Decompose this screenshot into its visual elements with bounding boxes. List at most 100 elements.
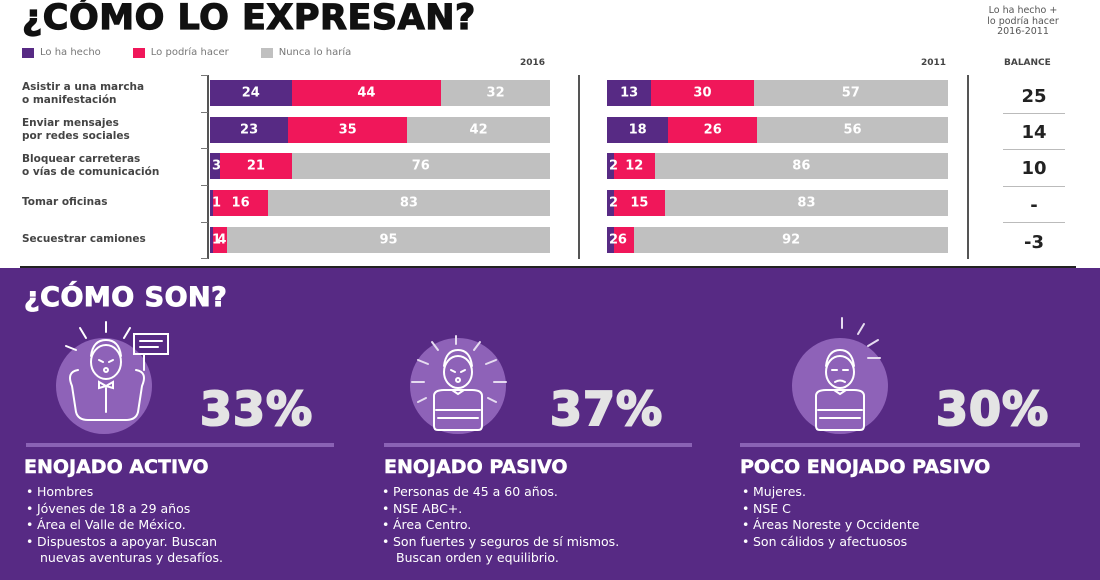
- data-label: 2: [609, 195, 619, 211]
- profile-rule: [740, 443, 1080, 447]
- bar-segment-hecho: 3: [210, 153, 222, 179]
- data-label: 56: [843, 122, 862, 138]
- bar-2011: 2 6 92: [607, 227, 948, 253]
- row-label: Bloquear carreteras o vías de comunicaci…: [22, 153, 159, 179]
- column-header-2016: 2016: [520, 58, 546, 68]
- section-rule: [20, 266, 1076, 268]
- bar-2016: 3 21 76: [210, 153, 550, 179]
- data-label: 1: [212, 195, 222, 211]
- section-title: ¿CÓMO SON?: [23, 282, 228, 314]
- bar-segment-hecho: 2: [607, 190, 618, 216]
- data-label: 44: [357, 85, 376, 101]
- bar-segment-nunca: 86: [654, 153, 948, 179]
- profile-bullet: Áreas Noreste y Occidente: [740, 517, 919, 534]
- bar-segment-podria: 4: [213, 227, 227, 253]
- legend-item: Lo ha hecho: [22, 47, 101, 58]
- bar-segment-nunca: 83: [664, 190, 948, 216]
- bar-segment-podria: 44: [291, 80, 442, 106]
- bar-segment-hecho: 18: [607, 117, 669, 143]
- profile-percent: 30%: [935, 381, 1050, 437]
- bar-segment-hecho: 2: [607, 227, 618, 253]
- axis-tick: [201, 185, 208, 186]
- bar-segment-nunca: 83: [267, 190, 550, 216]
- data-label: 6: [617, 232, 627, 248]
- bar-segment-podria: 26: [668, 117, 758, 143]
- row-label: Tomar oficinas: [22, 196, 107, 209]
- balance-note: Lo ha hecho + lo podría hacer 2016-2011: [968, 5, 1078, 38]
- data-label: 95: [379, 232, 398, 248]
- profile-bullet: Son fuertes y seguros de sí mismos.: [380, 534, 619, 551]
- note-line: 2016-2011: [997, 26, 1049, 37]
- data-label: 42: [469, 122, 488, 138]
- legend-item: Nunca lo haría: [260, 47, 352, 58]
- bar-segment-nunca: 42: [407, 117, 550, 143]
- row-label-line: por redes sociales: [22, 130, 130, 142]
- profile-bullet: NSE ABC+.: [380, 501, 619, 518]
- bar-segment-hecho: 23: [210, 117, 289, 143]
- balance-separator: [1003, 113, 1065, 114]
- left-axis: [207, 75, 209, 259]
- legend-swatch-podria: [132, 47, 145, 58]
- bar-2016: 1 16 83: [210, 190, 550, 216]
- data-label: 15: [630, 195, 649, 211]
- balance-value: 25: [1021, 86, 1047, 107]
- profile-percent: 37%: [549, 381, 664, 437]
- bar-segment-podria: 21: [220, 153, 292, 179]
- row-label: Asistir a una marcha o manifestación: [22, 81, 144, 107]
- legend-swatch-hecho: [22, 47, 34, 58]
- profile-bullet: Son cálidos y afectuosos: [740, 534, 919, 551]
- annoyed-man-arms-crossed-icon: [780, 316, 910, 436]
- row-label-line: Enviar mensajes: [22, 117, 119, 129]
- profile-bullet-continued: nuevas aventuras y desafíos.: [40, 550, 224, 565]
- profile-bullet: NSE C: [740, 501, 919, 518]
- bar-2016: 23 35 42: [210, 117, 550, 143]
- data-label: 23: [240, 122, 259, 138]
- balance-separator: [1003, 222, 1065, 223]
- bar-segment-nunca: 32: [441, 80, 550, 106]
- profile-card: 30% POCO ENOJADO PASIVO Mujeres. NSE C Á…: [730, 268, 1090, 580]
- bar-segment-podria: 15: [613, 190, 665, 216]
- angry-man-arms-crossed-icon: [398, 316, 528, 436]
- balance-divider: [967, 75, 969, 259]
- profile-bullets: Mujeres. NSE C Áreas Noreste y Occidente…: [740, 484, 919, 550]
- bar-segment-nunca: 76: [291, 153, 550, 179]
- data-label: 92: [782, 232, 801, 248]
- balance-value: 10: [1021, 158, 1047, 179]
- profile-name: ENOJADO PASIVO: [384, 456, 568, 479]
- data-label: 35: [338, 122, 357, 138]
- row-label-line: Asistir a una marcha: [22, 81, 145, 93]
- profile-bullet-continued: Buscan orden y equilibrio.: [396, 550, 559, 565]
- balance-value: 14: [1021, 122, 1047, 143]
- bar-segment-hecho: 1: [210, 190, 221, 216]
- balance-value: -: [1030, 195, 1038, 216]
- como-son-section: ¿CÓMO SON?: [0, 268, 1100, 580]
- note-line: lo podría hacer: [987, 15, 1059, 27]
- bar-segment-nunca: 57: [753, 80, 948, 106]
- legend-label: Nunca lo haría: [278, 47, 352, 58]
- data-label: 4: [217, 232, 227, 248]
- balance-separator: [1003, 149, 1065, 150]
- legend-label: Lo ha hecho: [40, 47, 101, 58]
- bar-segment-podria: 35: [288, 117, 408, 143]
- panel-divider: [578, 75, 580, 259]
- expresan-section: ¿CÓMO LO EXPRESAN? Lo ha hecho Lo podría…: [0, 0, 1100, 268]
- axis-tick: [201, 258, 208, 259]
- angry-man-with-sign-icon: [44, 316, 174, 436]
- legend-item: Lo podría hacer: [132, 47, 229, 58]
- axis-tick: [201, 148, 208, 149]
- data-label: 57: [841, 85, 860, 101]
- bar-2011: 2 12 86: [607, 153, 948, 179]
- data-label: 30: [693, 85, 712, 101]
- profile-rule: [26, 443, 334, 447]
- bar-2011: 2 15 83: [607, 190, 948, 216]
- profile-bullets: Personas de 45 a 60 años. NSE ABC+. Área…: [380, 484, 619, 567]
- column-header-balance: BALANCE: [1004, 58, 1051, 68]
- legend-label: Lo podría hacer: [150, 47, 229, 58]
- bar-segment-hecho: 13: [607, 80, 652, 106]
- bar-segment-nunca: 92: [634, 227, 948, 253]
- row-label-line: Bloquear carreteras: [22, 153, 141, 165]
- bar-2011: 18 26 56: [607, 117, 948, 143]
- data-label: 24: [241, 85, 260, 101]
- data-label: 32: [486, 85, 505, 101]
- data-label: 3: [212, 158, 222, 174]
